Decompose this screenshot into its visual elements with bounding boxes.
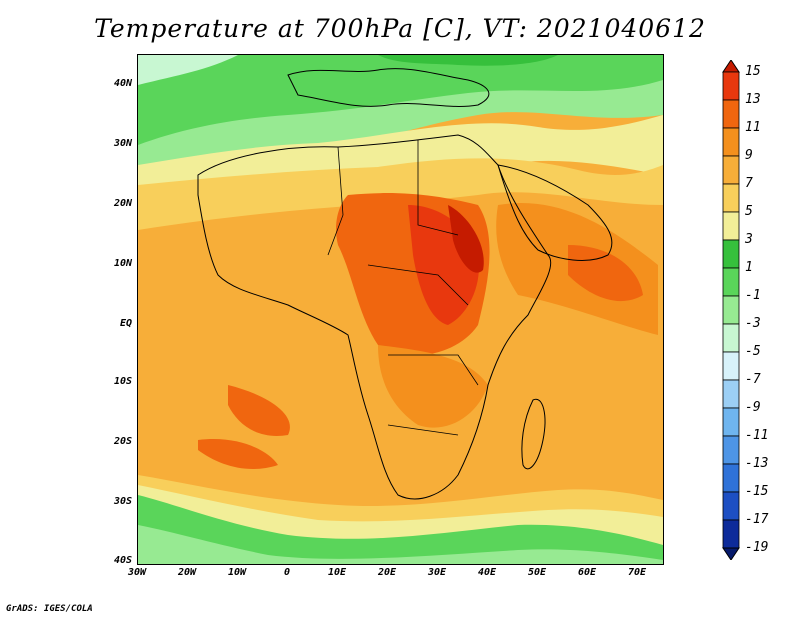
lat-label: 10N [113,258,132,269]
colorbar-segment [722,407,740,437]
colorbar-label: 7 [745,176,753,191]
lon-label: 20E [377,567,397,578]
colorbar-label: 13 [745,92,761,107]
lat-label: 30S [113,496,132,507]
colorbar-label: 11 [745,120,761,135]
lon-label: 20W [177,567,197,578]
lat-label: 20S [113,436,132,447]
colorbar-top-arrow [722,60,740,73]
colorbar-label: -19 [745,540,769,555]
colorbar-label: -17 [745,512,769,527]
colorbar-segment [722,267,740,297]
colorbar-label: -7 [745,372,761,387]
lat-label: 40S [113,555,132,566]
temperature-map [137,54,664,565]
colorbar-segment [722,99,740,129]
temperature-field [138,55,663,564]
colorbar-segment [722,463,740,493]
lat-label: 30N [113,138,132,149]
colorbar-segment [722,491,740,521]
colorbar-segment [722,127,740,157]
colorbar-segment [722,435,740,465]
colorbar-segment [722,211,740,241]
colorbar-segment [722,155,740,185]
colorbar-label: 15 [745,64,761,79]
colorbar-segment [722,323,740,353]
colorbar-label: -9 [745,400,761,415]
colorbar-label: -1 [745,288,761,303]
colorbar-segment [722,295,740,325]
credit-text: GrADS: IGES/COLA [6,604,93,614]
colorbar-label: -13 [745,456,769,471]
lon-label: 10W [227,567,247,578]
colorbar-label: -15 [745,484,769,499]
map-title: Temperature at 700hPa [C], VT: 202104061… [94,14,706,43]
lat-label: 40N [113,78,132,89]
lat-label: 20N [113,198,132,209]
colorbar-label: -11 [745,428,769,443]
lon-label: 60E [577,567,597,578]
colorbar-label: 9 [745,148,753,163]
lon-label: 70E [627,567,647,578]
colorbar-label: -5 [745,344,761,359]
lon-label: 0 [283,567,291,578]
colorbar-label: -3 [745,316,761,331]
lon-label: 30E [427,567,447,578]
colorbar-segment [722,519,740,549]
colorbar-segment [722,239,740,269]
colorbar-segment [722,183,740,213]
colorbar-label: 5 [745,204,753,219]
colorbar [722,60,740,560]
lat-label: EQ [119,318,132,329]
lon-label: 50E [527,567,547,578]
colorbar-label: 3 [745,232,753,247]
lon-label: 10E [327,567,347,578]
lon-label: 30W [127,567,147,578]
lat-label: 10S [113,376,132,387]
colorbar-bottom-arrow [722,547,740,560]
colorbar-segment [722,379,740,409]
colorbar-segment [722,71,740,101]
colorbar-label: 1 [745,260,753,275]
lon-label: 40E [477,567,497,578]
colorbar-segment [722,351,740,381]
